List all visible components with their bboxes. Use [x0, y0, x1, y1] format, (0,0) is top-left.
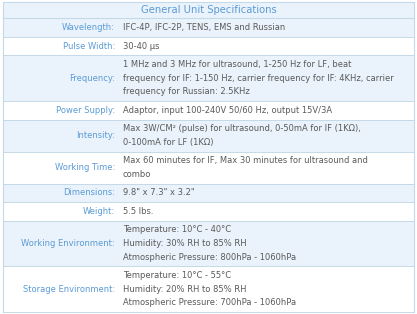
Text: Adaptor, input 100-240V 50/60 Hz, output 15V/3A: Adaptor, input 100-240V 50/60 Hz, output… — [123, 106, 332, 115]
Text: Temperature: 10°C - 40°C: Temperature: 10°C - 40°C — [123, 225, 231, 235]
Text: Frequency:: Frequency: — [69, 74, 115, 83]
Bar — [3, 19, 414, 37]
Text: Pulse Width:: Pulse Width: — [63, 42, 115, 51]
Bar — [3, 266, 414, 312]
Text: General Unit Specifications: General Unit Specifications — [141, 5, 276, 15]
Bar — [3, 37, 414, 56]
Text: Max 60 minutes for IF, Max 30 minutes for ultrasound and: Max 60 minutes for IF, Max 30 minutes fo… — [123, 156, 368, 165]
Text: combo: combo — [123, 170, 151, 179]
Bar — [3, 184, 414, 202]
Text: Max 3W/CM² (pulse) for ultrasound, 0-50mA for IF (1KΩ),: Max 3W/CM² (pulse) for ultrasound, 0-50m… — [123, 124, 361, 133]
Text: Intensity:: Intensity: — [76, 131, 115, 140]
Text: 1 MHz and 3 MHz for ultrasound, 1-250 Hz for LF, beat: 1 MHz and 3 MHz for ultrasound, 1-250 Hz… — [123, 60, 351, 69]
Text: Atmospheric Pressure: 700hPa - 1060hPa: Atmospheric Pressure: 700hPa - 1060hPa — [123, 298, 296, 307]
Bar — [3, 152, 414, 184]
Text: Power Supply:: Power Supply: — [56, 106, 115, 115]
Text: Working Environment:: Working Environment: — [21, 239, 115, 248]
Text: Humidity: 20% RH to 85% RH: Humidity: 20% RH to 85% RH — [123, 285, 246, 294]
Text: frequency for Russian: 2.5KHz: frequency for Russian: 2.5KHz — [123, 87, 250, 96]
Text: Atmospheric Pressure: 800hPa - 1060hPa: Atmospheric Pressure: 800hPa - 1060hPa — [123, 252, 296, 262]
Bar — [3, 120, 414, 152]
Bar — [3, 2, 414, 19]
Text: Storage Environment:: Storage Environment: — [23, 285, 115, 294]
Text: 5.5 lbs.: 5.5 lbs. — [123, 207, 153, 216]
Bar — [3, 101, 414, 120]
Text: Humidity: 30% RH to 85% RH: Humidity: 30% RH to 85% RH — [123, 239, 246, 248]
Bar — [3, 202, 414, 221]
Text: 0-100mA for LF (1KΩ): 0-100mA for LF (1KΩ) — [123, 138, 214, 147]
Text: 9.8" x 7.3" x 3.2": 9.8" x 7.3" x 3.2" — [123, 188, 194, 198]
Text: Dimensions:: Dimensions: — [63, 188, 115, 198]
Text: frequency for IF: 1-150 Hz, carrier frequency for IF: 4KHz, carrier: frequency for IF: 1-150 Hz, carrier freq… — [123, 74, 394, 83]
Text: Working Time:: Working Time: — [55, 163, 115, 172]
Text: Temperature: 10°C - 55°C: Temperature: 10°C - 55°C — [123, 271, 231, 280]
Text: IFC-4P, IFC-2P, TENS, EMS and Russian: IFC-4P, IFC-2P, TENS, EMS and Russian — [123, 23, 285, 32]
Text: 30-40 μs: 30-40 μs — [123, 42, 159, 51]
Bar — [3, 221, 414, 266]
Text: Wavelength:: Wavelength: — [62, 23, 115, 32]
Text: Weight:: Weight: — [83, 207, 115, 216]
Bar — [3, 56, 414, 101]
